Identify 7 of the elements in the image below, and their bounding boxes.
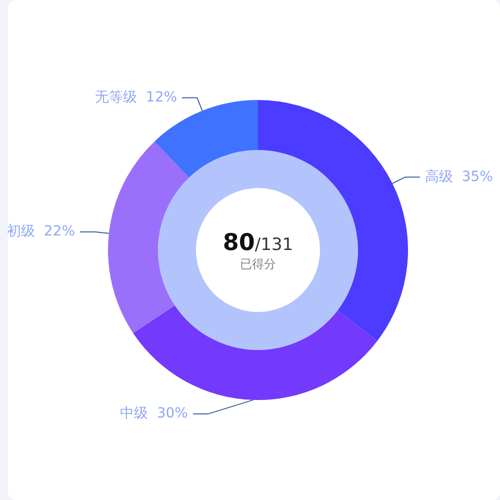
text: /131 [254,235,294,255]
slice-label: 无等级 12% [95,89,178,106]
text: 已得分 [239,256,277,273]
text: 80 [222,230,255,256]
slice-label: 中级 30% [120,406,188,422]
slice-label: 高级 35% [424,168,493,185]
slice-label: 初级 22% [6,223,76,240]
